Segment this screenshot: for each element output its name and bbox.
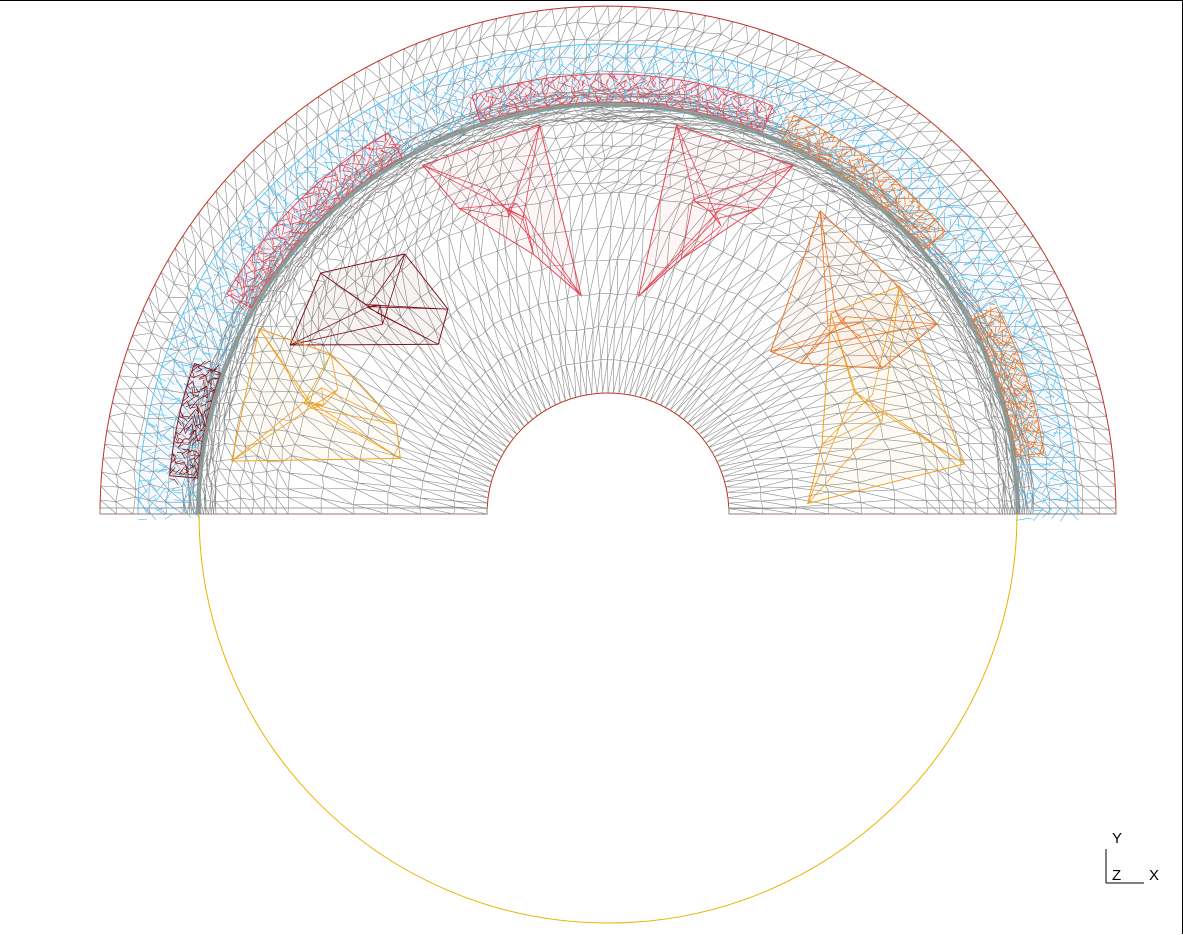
rotor-magnet-amber-2	[231, 327, 401, 462]
bottom-edge-strip-left	[99, 507, 488, 515]
outer-boundary	[99, 5, 1117, 515]
material-regions	[137, 43, 1079, 522]
geometry-boundaries	[99, 5, 1117, 924]
rotor-magnet-amber	[807, 285, 966, 505]
rotor-magnet-red-1	[421, 124, 583, 298]
axis-z-label: Z	[1112, 867, 1121, 884]
rotor-magnet-dark-red	[289, 253, 449, 346]
stator-coil-left	[169, 360, 222, 486]
axis-y-label: Y	[1112, 830, 1122, 847]
axis-x-label: X	[1149, 867, 1159, 884]
bottom-edge-strip-right	[728, 507, 1117, 515]
rotor-magnet-red-2	[637, 124, 795, 298]
airgap-dense-ring	[196, 102, 1020, 515]
axis-triad: Y Z X	[1105, 830, 1159, 884]
rotor-magnet-orange-1	[769, 209, 938, 370]
